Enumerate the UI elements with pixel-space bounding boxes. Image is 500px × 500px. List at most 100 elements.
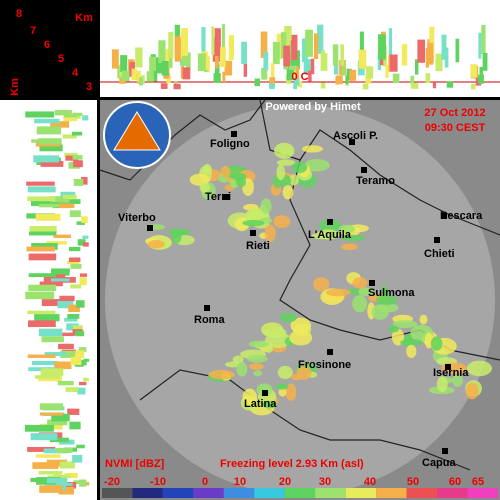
profile-cell — [30, 477, 58, 483]
profile-cell — [211, 26, 215, 55]
profile-cell — [432, 82, 437, 89]
echo — [236, 361, 248, 377]
profile-cell — [35, 213, 61, 221]
profile-cell — [297, 80, 303, 88]
profile-cell — [294, 77, 300, 86]
profile-cell — [80, 176, 88, 185]
profile-cell — [56, 448, 73, 453]
profile-cell — [201, 27, 206, 56]
echo — [262, 400, 278, 409]
echo — [224, 361, 241, 368]
profile-cell — [411, 83, 419, 89]
profile-cell — [206, 55, 210, 73]
echo — [279, 312, 297, 323]
profile-cell — [25, 111, 55, 118]
echo — [291, 161, 308, 174]
profile-cell — [38, 203, 63, 208]
profile-cell — [51, 268, 70, 273]
profile-cell — [392, 73, 400, 84]
time: 09:30 CEST — [425, 122, 486, 134]
profile-cell — [359, 31, 364, 58]
height-level: 8 — [16, 8, 22, 20]
echo — [430, 336, 443, 351]
city-label: Foligno — [210, 138, 250, 150]
profile-cell — [158, 40, 166, 64]
echo — [352, 277, 368, 289]
profile-cell — [308, 70, 312, 82]
profile-cell — [27, 447, 56, 452]
echo — [340, 234, 366, 242]
profile-cell — [310, 58, 315, 75]
profile-cell — [65, 155, 79, 161]
echo — [325, 288, 351, 297]
profile-cell — [181, 28, 188, 56]
color-scale: -20 -10 0 10 20 30 40 50 60 65 — [102, 476, 498, 498]
profile-cell — [470, 83, 476, 90]
scale-swatch — [102, 488, 133, 498]
profile-cell — [73, 480, 84, 484]
scale-label: 60 — [449, 476, 461, 488]
echo — [338, 224, 355, 234]
profile-cell — [429, 26, 435, 56]
profile-cell — [44, 352, 66, 357]
profile-cell — [366, 66, 374, 79]
profile-cell — [75, 350, 85, 358]
profile-cell — [286, 68, 294, 81]
city-marker — [349, 139, 355, 145]
profile-cell — [82, 115, 89, 121]
echo — [419, 314, 428, 325]
profile-cell — [182, 67, 191, 80]
scale-swatch — [376, 488, 407, 498]
city-label: Latina — [244, 398, 277, 410]
profile-cell — [51, 278, 70, 282]
profile-cell — [269, 83, 275, 89]
profile-cell — [58, 203, 75, 209]
city-label: Sulmona — [368, 287, 415, 299]
profile-cell — [335, 75, 340, 85]
profile-cell — [120, 55, 128, 73]
scale-swatch — [254, 488, 285, 498]
profile-cell — [82, 235, 89, 239]
echo — [466, 360, 493, 377]
profile-cell — [39, 403, 63, 410]
profile-cell — [385, 64, 389, 78]
profile-cell — [50, 121, 70, 128]
profile-cell — [50, 196, 70, 203]
profile-cell — [241, 41, 248, 65]
profile-cell — [270, 63, 275, 77]
echo — [276, 164, 286, 181]
city-label: Ascoli P. — [333, 130, 378, 142]
profile-cell — [58, 343, 74, 350]
profile-cell — [56, 482, 73, 486]
height-unit: Km — [75, 12, 93, 24]
profile-cell — [263, 51, 269, 71]
echo — [317, 229, 340, 240]
profile-cell — [213, 73, 221, 83]
profile-cell — [34, 314, 60, 322]
profile-cell — [28, 253, 57, 261]
echo — [319, 219, 342, 232]
echo — [282, 185, 294, 200]
profile-cell — [35, 454, 61, 458]
echo — [276, 159, 296, 166]
profile-cell — [41, 299, 65, 307]
profile-cell — [39, 281, 63, 287]
profile-cell — [64, 317, 78, 322]
profile-cell — [131, 68, 138, 81]
echo — [436, 376, 448, 393]
city-label: Teramo — [356, 175, 395, 187]
echo — [261, 322, 284, 338]
region-borders — [99, 99, 500, 471]
profile-cell — [82, 242, 89, 247]
echo — [285, 383, 297, 401]
city-label: Rieti — [246, 240, 270, 252]
profile-cell — [31, 243, 58, 250]
profile-cell — [346, 68, 352, 81]
profile-cell — [69, 210, 81, 218]
echo — [275, 383, 289, 390]
profile-cell — [35, 375, 61, 379]
profile-cell — [320, 53, 328, 71]
profile-cell — [482, 52, 488, 71]
echo — [289, 329, 313, 346]
scale-swatch — [315, 488, 346, 498]
